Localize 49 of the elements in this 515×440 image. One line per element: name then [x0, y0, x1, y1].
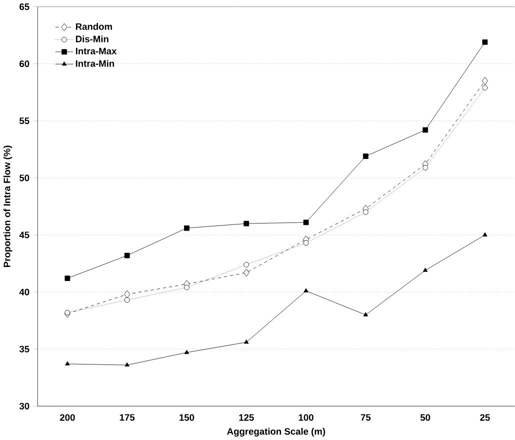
- point: [244, 340, 249, 344]
- point: [243, 268, 250, 277]
- point: [124, 362, 130, 366]
- point: [482, 85, 488, 90]
- point: [184, 284, 190, 290]
- point: [65, 361, 70, 366]
- point: [482, 39, 488, 45]
- point: [124, 297, 130, 303]
- y-tick-label: 40: [19, 288, 30, 296]
- point: [244, 262, 250, 268]
- y-tick-label: 65: [20, 3, 30, 10]
- point: [124, 252, 130, 258]
- x-axis-title: Aggregation Scale (m): [227, 428, 326, 437]
- point: [184, 350, 190, 354]
- x-tick-label: 50: [420, 414, 430, 421]
- y-tick-label: 45: [19, 232, 30, 238]
- legend-label: Random: [76, 23, 112, 30]
- x-tick-label: 150: [180, 414, 194, 421]
- x-tick-label: 125: [239, 414, 254, 421]
- point: [244, 220, 250, 226]
- y-axis-title: Proportion of Intra Flow (%): [3, 146, 12, 268]
- x-tick-label: 175: [120, 414, 135, 421]
- x-tick-label: 200: [60, 414, 75, 421]
- point: [422, 268, 428, 272]
- x-tick-label: 75: [360, 414, 371, 421]
- x-tick-label: 25: [480, 414, 490, 421]
- y-tick-label: 35: [19, 346, 30, 352]
- x-tick-label: 100: [298, 414, 314, 421]
- point: [304, 288, 308, 292]
- point: [64, 276, 70, 282]
- point: [362, 154, 368, 159]
- legend-label: Intra-Min: [76, 60, 114, 67]
- y-tick-label: 55: [19, 118, 30, 124]
- point: [363, 312, 368, 316]
- point: [482, 232, 488, 236]
- point: [422, 127, 428, 133]
- point: [303, 240, 309, 246]
- point: [184, 225, 190, 231]
- point: [362, 209, 368, 215]
- point: [124, 290, 130, 298]
- y-tick-label: 60: [20, 60, 30, 68]
- y-tick-label: 50: [19, 174, 30, 182]
- legend-label: Dis-Min: [76, 35, 108, 42]
- point: [303, 220, 309, 226]
- y-tick-label: 30: [19, 402, 30, 410]
- legend-label: Intra-Max: [76, 48, 117, 54]
- point: [482, 76, 488, 85]
- point: [422, 164, 428, 170]
- point: [64, 310, 70, 316]
